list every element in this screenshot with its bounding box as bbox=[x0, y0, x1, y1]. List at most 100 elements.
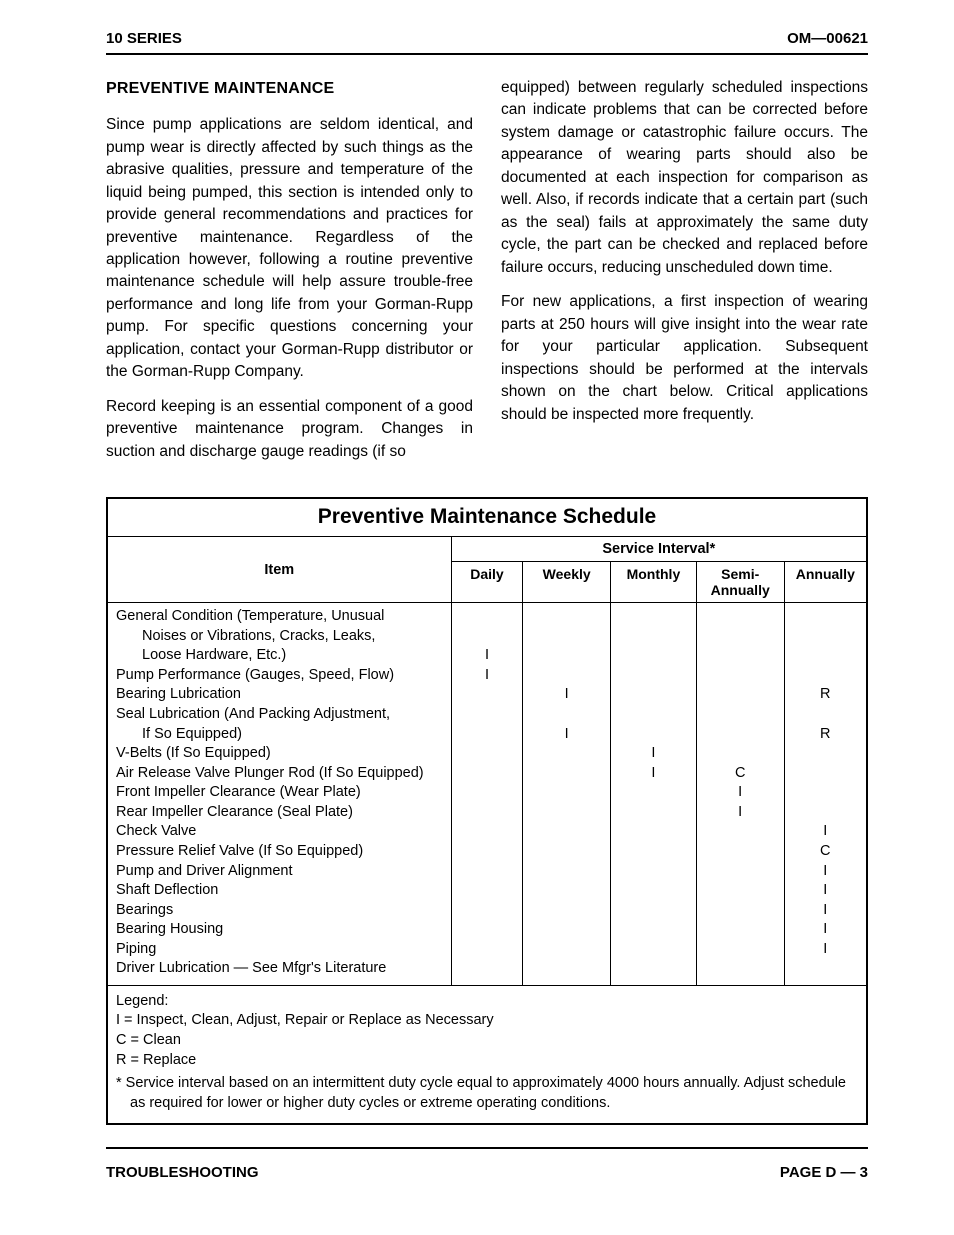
item-line: Shaft Deflection bbox=[116, 881, 445, 901]
mark-cell: I bbox=[611, 764, 696, 784]
mark-cell bbox=[452, 862, 523, 882]
mark-cell bbox=[452, 959, 523, 979]
section-title: PREVENTIVE MAINTENANCE bbox=[106, 77, 473, 100]
mark-cell bbox=[452, 685, 523, 705]
mark-cell bbox=[785, 705, 866, 725]
mark-cell: I bbox=[785, 920, 866, 940]
header-rule bbox=[106, 53, 868, 55]
header-right: OM—00621 bbox=[787, 30, 868, 47]
mark-cell: I bbox=[452, 646, 523, 666]
mark-cell bbox=[611, 685, 696, 705]
item-line: Driver Lubrication — See Mfgr's Literatu… bbox=[116, 959, 445, 979]
mark-cell bbox=[611, 881, 696, 901]
col-header-interval: Daily bbox=[451, 562, 523, 603]
mark-cell bbox=[697, 627, 784, 647]
mark-cell bbox=[697, 901, 784, 921]
mark-cell bbox=[523, 940, 610, 960]
mark-cell bbox=[523, 607, 610, 627]
item-line: General Condition (Temperature, Unusual bbox=[116, 607, 445, 627]
mark-cell bbox=[523, 842, 610, 862]
marks-col-annually: R R ICIIIII bbox=[784, 603, 866, 985]
mark-cell bbox=[697, 862, 784, 882]
mark-cell bbox=[785, 646, 866, 666]
mark-cell bbox=[785, 666, 866, 686]
legend-line: R = Replace bbox=[116, 1051, 858, 1071]
mark-cell bbox=[697, 725, 784, 745]
mark-cell bbox=[697, 959, 784, 979]
col-header-interval: Semi-Annually bbox=[696, 562, 784, 603]
col-header-interval: Annually bbox=[784, 562, 866, 603]
mark-cell bbox=[452, 783, 523, 803]
mark-cell bbox=[697, 685, 784, 705]
mark-cell bbox=[523, 862, 610, 882]
mark-cell: I bbox=[785, 881, 866, 901]
mark-cell bbox=[697, 607, 784, 627]
mark-cell bbox=[452, 705, 523, 725]
item-line: Piping bbox=[116, 940, 445, 960]
mark-cell bbox=[611, 822, 696, 842]
item-line: Bearing Housing bbox=[116, 920, 445, 940]
item-line: Check Valve bbox=[116, 822, 445, 842]
mark-cell: R bbox=[785, 725, 866, 745]
mark-cell bbox=[611, 607, 696, 627]
mark-cell: I bbox=[452, 666, 523, 686]
paragraph: Record keeping is an essential component… bbox=[106, 396, 473, 463]
footer-left: TROUBLESHOOTING bbox=[106, 1164, 259, 1181]
mark-cell bbox=[611, 901, 696, 921]
col-header-item: Item bbox=[108, 537, 451, 603]
mark-cell bbox=[697, 881, 784, 901]
mark-cell bbox=[697, 822, 784, 842]
marks-col-monthly: II bbox=[611, 603, 697, 985]
mark-cell bbox=[697, 705, 784, 725]
page-header: 10 SERIES OM—00621 bbox=[106, 30, 868, 53]
item-line: Seal Lubrication (And Packing Adjustment… bbox=[116, 705, 445, 725]
mark-cell bbox=[523, 822, 610, 842]
item-line: Noises or Vibrations, Cracks, Leaks, bbox=[116, 627, 445, 647]
mark-cell bbox=[523, 646, 610, 666]
mark-cell bbox=[523, 764, 610, 784]
body-columns: PREVENTIVE MAINTENANCE Since pump applic… bbox=[106, 77, 868, 475]
mark-cell bbox=[523, 666, 610, 686]
mark-cell: I bbox=[523, 685, 610, 705]
mark-cell bbox=[523, 920, 610, 940]
mark-cell bbox=[611, 803, 696, 823]
item-line: Rear Impeller Clearance (Seal Plate) bbox=[116, 803, 445, 823]
mark-cell bbox=[611, 842, 696, 862]
item-line: Front Impeller Clearance (Wear Plate) bbox=[116, 783, 445, 803]
paragraph: Since pump applications are seldom ident… bbox=[106, 114, 473, 384]
mark-cell bbox=[785, 744, 866, 764]
mark-cell bbox=[611, 959, 696, 979]
table-legend: Legend: I = Inspect, Clean, Adjust, Repa… bbox=[108, 985, 866, 1123]
mark-cell bbox=[697, 842, 784, 862]
mark-cell bbox=[611, 940, 696, 960]
mark-cell bbox=[452, 940, 523, 960]
mark-cell bbox=[785, 627, 866, 647]
mark-cell bbox=[523, 627, 610, 647]
marks-col-daily: II bbox=[451, 603, 523, 985]
mark-cell bbox=[523, 705, 610, 725]
item-line: Pressure Relief Valve (If So Equipped) bbox=[116, 842, 445, 862]
item-line: Air Release Valve Plunger Rod (If So Equ… bbox=[116, 764, 445, 784]
mark-cell bbox=[611, 725, 696, 745]
mark-cell bbox=[452, 803, 523, 823]
col-header-service: Service Interval* bbox=[451, 537, 866, 562]
mark-cell bbox=[697, 666, 784, 686]
paragraph: For new applications, a first inspection… bbox=[501, 291, 868, 426]
table-title: Preventive Maintenance Schedule bbox=[108, 499, 866, 536]
mark-cell bbox=[611, 920, 696, 940]
mark-cell bbox=[785, 783, 866, 803]
mark-cell bbox=[611, 646, 696, 666]
mark-cell bbox=[452, 744, 523, 764]
page-footer: TROUBLESHOOTING PAGE D — 3 bbox=[106, 1164, 868, 1181]
mark-cell bbox=[785, 803, 866, 823]
mark-cell bbox=[523, 901, 610, 921]
page: 10 SERIES OM—00621 PREVENTIVE MAINTENANC… bbox=[0, 0, 954, 1235]
mark-cell bbox=[523, 803, 610, 823]
mark-cell: C bbox=[697, 764, 784, 784]
mark-cell bbox=[452, 764, 523, 784]
mark-cell bbox=[697, 646, 784, 666]
mark-cell bbox=[611, 705, 696, 725]
mark-cell bbox=[452, 822, 523, 842]
schedule-table: Item Service Interval* DailyWeeklyMonthl… bbox=[108, 536, 866, 985]
mark-cell: I bbox=[697, 803, 784, 823]
